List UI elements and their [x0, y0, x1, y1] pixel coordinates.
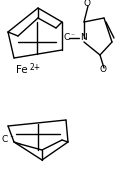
Text: N: N	[80, 33, 87, 42]
Text: ⁻: ⁻	[9, 134, 13, 142]
Text: O: O	[99, 66, 106, 75]
Text: C: C	[2, 136, 8, 144]
Text: C: C	[63, 33, 69, 42]
Text: Fe: Fe	[16, 65, 28, 75]
Text: ⁻: ⁻	[70, 31, 74, 41]
Text: 2+: 2+	[30, 63, 41, 71]
Text: O: O	[83, 0, 90, 8]
